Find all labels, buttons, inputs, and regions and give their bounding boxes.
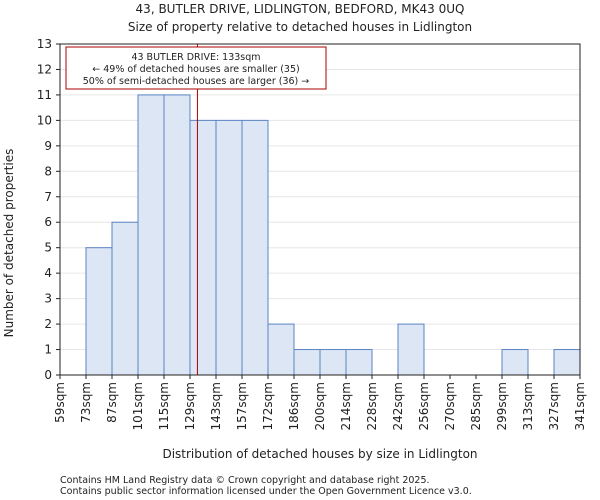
y-tick-label: 9 xyxy=(44,139,52,153)
x-tick-label: 256sqm xyxy=(417,382,431,430)
chart-subtitle: Size of property relative to detached ho… xyxy=(128,20,472,34)
bar-157sqm xyxy=(241,119,269,376)
y-tick-label: 7 xyxy=(44,190,52,204)
x-axis-label: Distribution of detached houses by size … xyxy=(162,447,477,461)
bar-186sqm xyxy=(293,349,321,376)
x-tick-label: 242sqm xyxy=(391,382,405,430)
x-tick-label: 172sqm xyxy=(261,382,275,430)
x-tick-label: 87sqm xyxy=(105,382,119,423)
bar-200sqm xyxy=(319,349,347,376)
bar-327sqm xyxy=(553,349,581,376)
annotation-line-2: ← 49% of detached houses are smaller (35… xyxy=(92,64,299,75)
bar-172sqm xyxy=(267,323,295,376)
x-tick-label: 59sqm xyxy=(53,382,67,423)
bar-87sqm xyxy=(111,221,139,376)
y-tick-label: 4 xyxy=(44,266,52,280)
x-axis-ticks: 59sqm 73sqm 87sqm 101sqm 115sqm 129sqm 143sqm 1… xyxy=(53,375,587,430)
bar-214sqm xyxy=(345,349,373,376)
bar-115sqm xyxy=(163,94,191,376)
x-tick-label: 143sqm xyxy=(209,382,223,430)
bar-73sqm xyxy=(85,247,113,376)
y-tick-label: 0 xyxy=(44,368,52,382)
x-tick-label: 115sqm xyxy=(157,382,171,430)
x-tick-label: 285sqm xyxy=(469,382,483,430)
x-tick-label: 73sqm xyxy=(79,382,93,423)
x-tick-label: 214sqm xyxy=(339,382,353,430)
x-tick-label: 228sqm xyxy=(365,382,379,430)
x-tick-label: 313sqm xyxy=(521,382,535,430)
y-tick-label: 8 xyxy=(44,164,52,178)
marker-annotation: 43 BUTLER DRIVE: 133sqm ← 49% of detache… xyxy=(65,46,327,90)
bars xyxy=(85,94,581,376)
x-tick-label: 186sqm xyxy=(287,382,301,430)
annotation-line-1: 43 BUTLER DRIVE: 133sqm xyxy=(131,52,260,63)
footer-line-2: Contains public sector information licen… xyxy=(60,486,472,497)
x-tick-label: 327sqm xyxy=(547,382,561,430)
y-tick-label: 12 xyxy=(37,62,52,76)
x-tick-label: 200sqm xyxy=(313,382,327,430)
annotation-line-3: 50% of semi-detached houses are larger (… xyxy=(83,76,310,87)
footer-line-1: Contains HM Land Registry data © Crown c… xyxy=(60,475,430,486)
bar-242sqm xyxy=(397,323,425,376)
annotation-box xyxy=(65,46,327,90)
bar-299sqm xyxy=(501,349,529,376)
y-axis-label: Number of detached properties xyxy=(2,149,16,338)
x-tick-label: 270sqm xyxy=(443,382,457,430)
bar-101sqm xyxy=(137,94,165,376)
x-tick-label: 299sqm xyxy=(495,382,509,430)
x-tick-label: 101sqm xyxy=(131,382,145,430)
bar-129sqm xyxy=(189,119,217,376)
y-tick-label: 10 xyxy=(37,113,52,127)
y-tick-label: 13 xyxy=(37,37,52,51)
y-tick-label: 2 xyxy=(44,317,52,331)
x-tick-label: 129sqm xyxy=(183,382,197,430)
y-tick-label: 11 xyxy=(37,88,52,102)
y-tick-label: 6 xyxy=(44,215,52,229)
y-tick-label: 1 xyxy=(44,343,52,357)
y-tick-label: 5 xyxy=(44,241,52,255)
chart-title: 43, BUTLER DRIVE, LIDLINGTON, BEDFORD, M… xyxy=(136,2,465,16)
bar-143sqm xyxy=(215,119,243,376)
y-tick-label: 3 xyxy=(44,292,52,306)
x-tick-label: 341sqm xyxy=(573,382,587,430)
x-tick-label: 157sqm xyxy=(235,382,249,430)
